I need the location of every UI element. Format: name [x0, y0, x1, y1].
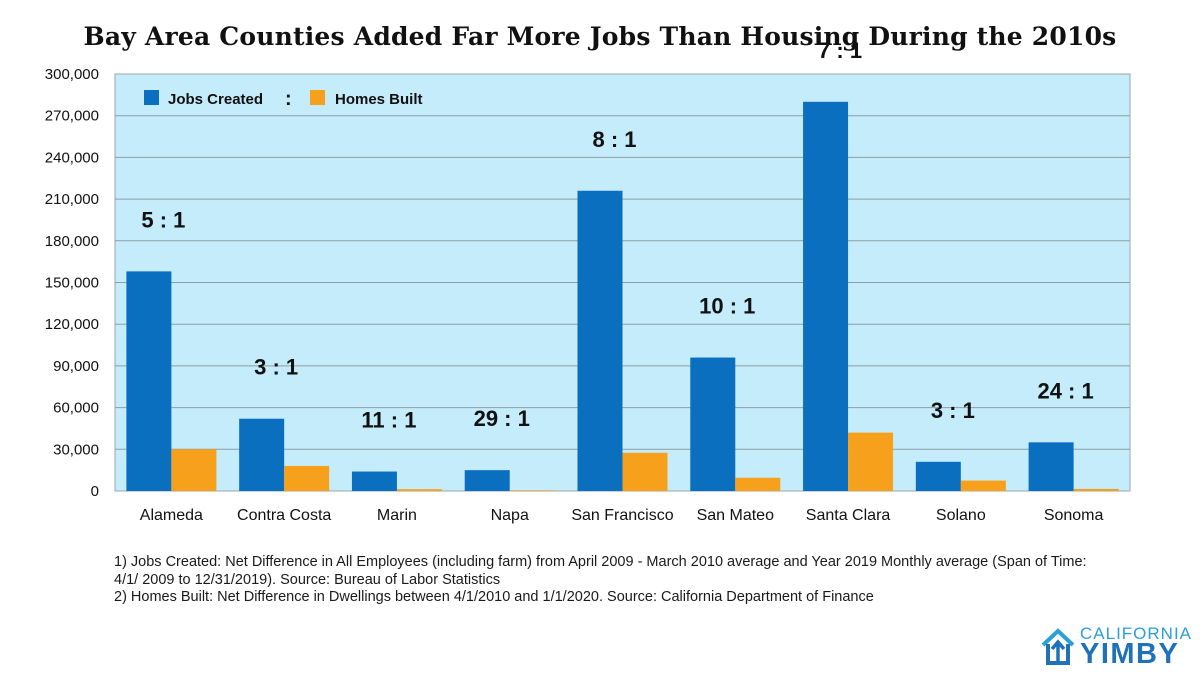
bar-jobs-created — [351, 471, 397, 491]
legend-swatch-jobs — [144, 90, 159, 105]
footnote-2: 2) Homes Built: Net Difference in Dwelli… — [114, 589, 874, 605]
x-tick-label: Santa Clara — [806, 507, 891, 524]
bar-homes-built — [1073, 488, 1119, 491]
y-tick-label: 60,000 — [53, 400, 99, 417]
footnote-1: 1) Jobs Created: Net Difference in All E… — [114, 554, 1087, 588]
x-tick-label: Napa — [491, 507, 529, 524]
x-tick-label: Solano — [936, 507, 986, 524]
bar-jobs-created — [803, 101, 849, 492]
y-tick-label: 240,000 — [45, 149, 99, 166]
logo-top-text: CALIFORNIA — [1080, 624, 1193, 643]
ratio-label: 29 : 1 — [474, 406, 530, 431]
legend: Jobs Created : Homes Built — [144, 88, 423, 110]
ratio-label: 3 : 1 — [254, 355, 298, 380]
legend-label-homes: Homes Built — [335, 91, 423, 108]
legend-swatch-homes — [310, 90, 325, 105]
bar-jobs-created — [1028, 442, 1074, 491]
legend-label-jobs: Jobs Created — [168, 91, 263, 108]
y-tick-label: 0 — [91, 483, 99, 500]
y-tick-label: 270,000 — [45, 108, 99, 125]
legend-separator: : — [285, 88, 292, 110]
bar-homes-built — [848, 432, 894, 491]
bar-jobs-created — [464, 470, 510, 491]
bar-homes-built — [171, 449, 217, 491]
bar-jobs-created — [577, 190, 623, 491]
chart-title: Bay Area Counties Added Far More Jobs Th… — [83, 22, 1117, 51]
bar-homes-built — [396, 489, 442, 491]
bars — [126, 101, 1119, 492]
x-tick-label: San Mateo — [697, 507, 774, 524]
california-yimby-logo: CALIFORNIA YIMBY — [1040, 624, 1193, 670]
footnotes: 1) Jobs Created: Net Difference in All E… — [114, 554, 1114, 607]
x-tick-label: Marin — [377, 507, 417, 524]
x-tick-label: Contra Costa — [237, 507, 331, 524]
x-tick-label: San Francisco — [571, 507, 673, 524]
bar-jobs-created — [126, 271, 172, 491]
bar-homes-built — [622, 452, 668, 491]
bar-homes-built — [735, 477, 781, 491]
ratio-label: 10 : 1 — [699, 294, 755, 319]
y-tick-label: 150,000 — [45, 275, 99, 292]
x-tick-label: Sonoma — [1044, 507, 1104, 524]
house-arrow-icon — [1041, 628, 1075, 665]
y-tick-label: 210,000 — [45, 191, 99, 208]
ratio-label: 24 : 1 — [1037, 378, 1093, 403]
bar-jobs-created — [915, 461, 961, 491]
ratio-label: 5 : 1 — [141, 207, 185, 232]
bar-jobs-created — [690, 357, 736, 491]
y-tick-label: 180,000 — [45, 233, 99, 250]
y-tick-label: 30,000 — [53, 441, 99, 458]
y-tick-label: 90,000 — [53, 358, 99, 375]
ratio-label: 7 : 1 — [818, 38, 862, 63]
bar-chart: 0 30,000 60,000 90,000 120,000 150,000 180,000… — [45, 38, 1131, 524]
ratio-label: 11 : 1 — [361, 408, 416, 433]
bar-homes-built — [509, 490, 555, 491]
x-axis: Alameda Contra Costa Marin Napa San Francisc… — [140, 507, 1104, 524]
ratio-labels: 5 : 1 3 : 1 11 : 1 29 : 1 8 : 1 10 : 1 7 : 1 3 … — [141, 38, 1093, 433]
y-axis: 0 30,000 60,000 90,000 120,000 150,000 180,000… — [45, 66, 99, 500]
ratio-label: 3 : 1 — [931, 398, 975, 423]
bar-homes-built — [284, 465, 330, 491]
ratio-label: 8 : 1 — [592, 127, 636, 152]
x-tick-label: Alameda — [140, 507, 203, 524]
y-tick-label: 300,000 — [45, 66, 99, 83]
y-tick-label: 120,000 — [45, 316, 99, 333]
bar-homes-built — [960, 480, 1006, 491]
bar-jobs-created — [239, 418, 285, 491]
logo-bottom-text: YIMBY — [1080, 638, 1180, 670]
